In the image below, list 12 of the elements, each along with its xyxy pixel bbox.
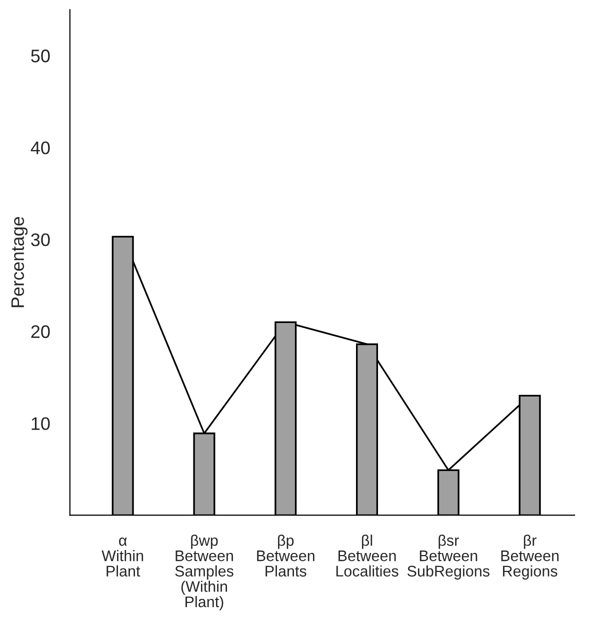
y-tick-label: 50 <box>31 50 50 62</box>
y-tick-label: 30 <box>31 233 50 246</box>
y-tick-label: 20 <box>31 325 50 338</box>
x-tick-label: βwp Between Samples (Within Plant) <box>175 534 234 610</box>
y-axis-title: Percentage <box>11 217 28 308</box>
x-tick-label: α Within Plant <box>102 537 144 577</box>
x-tick-label: βsr Between SubRegions <box>407 534 490 580</box>
x-tick-label: βp Between Plants <box>257 534 314 577</box>
x-tick-label: βr Between Regions <box>501 534 559 580</box>
y-tick-label: 10 <box>32 417 50 430</box>
y-tick-label: 40 <box>30 141 50 154</box>
x-tick-label: βl Between Localities <box>336 534 398 577</box>
